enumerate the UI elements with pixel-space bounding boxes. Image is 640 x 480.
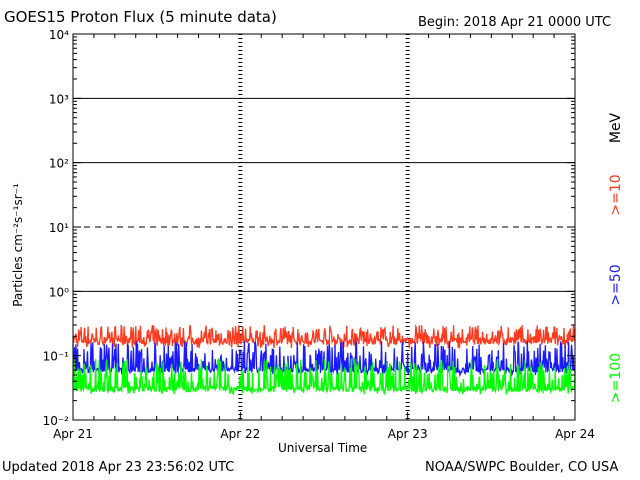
chart-title: GOES15 Proton Flux (5 minute data) xyxy=(4,8,277,26)
legend-item: >=10 xyxy=(608,174,624,215)
series-line xyxy=(72,324,576,349)
legend-item: >=50 xyxy=(608,264,624,305)
x-tick-label: Apr 22 xyxy=(220,427,260,441)
grid-layer xyxy=(73,34,575,420)
begin-time: Begin: 2018 Apr 21 0000 UTC xyxy=(418,15,612,30)
x-tick-label: Apr 21 xyxy=(53,427,93,441)
legend: >=10 >=50 >=100 MeV xyxy=(608,112,624,403)
tick-layer xyxy=(72,33,576,421)
y-tick-label: 10⁻¹ xyxy=(43,350,70,364)
x-tick-label: Apr 24 xyxy=(555,427,595,441)
series-layer xyxy=(72,324,576,397)
label-layer: 10⁻² 10⁻¹ 10⁰ 10¹ 10² 10³ 10⁴ Apr 21 Apr 22 Apr 2… xyxy=(43,28,595,441)
x-tick-label: Apr 23 xyxy=(388,427,428,441)
y-tick-label: 10³ xyxy=(49,92,69,106)
legend-unit: MeV xyxy=(608,112,624,143)
y-tick-label: 10² xyxy=(49,157,69,171)
y-tick-label: 10¹ xyxy=(49,221,69,235)
y-tick-label: 10⁰ xyxy=(49,285,69,299)
y-tick-label: 10⁻² xyxy=(43,414,70,428)
legend-item: >=100 xyxy=(608,353,624,403)
y-tick-label: 10⁴ xyxy=(49,28,69,42)
series-line xyxy=(72,358,576,397)
credit-text: NOAA/SWPC Boulder, CO USA xyxy=(425,460,619,475)
x-axis-label: Universal Time xyxy=(278,441,368,455)
updated-time: Updated 2018 Apr 23 23:56:02 UTC xyxy=(2,460,235,475)
y-axis-label: Particles cm⁻²s⁻¹sr⁻¹ xyxy=(11,183,25,307)
